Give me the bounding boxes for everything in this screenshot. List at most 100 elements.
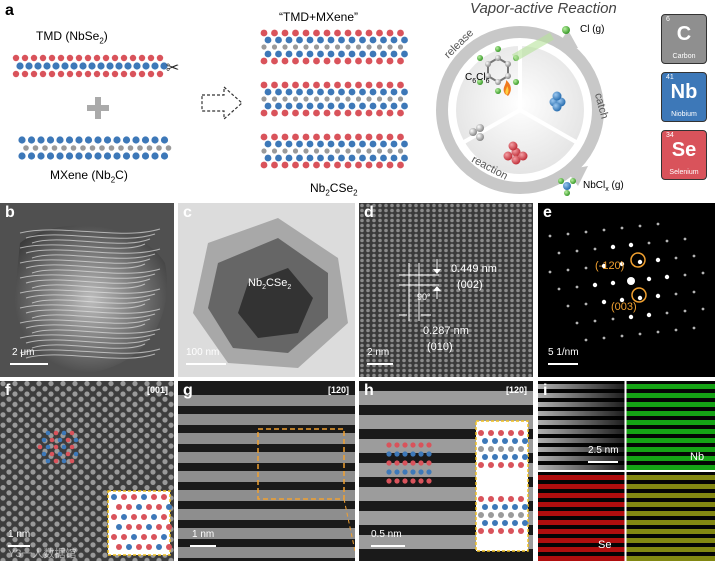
zone-axis: [001] (146, 385, 168, 395)
c-atom (61, 145, 67, 151)
se-atom (147, 54, 155, 62)
inset-atom (512, 520, 518, 526)
stack-atom (344, 133, 352, 141)
overlay-atom (61, 458, 67, 464)
nb-atom (122, 136, 131, 144)
overlay-atom (418, 442, 424, 448)
stack-atom (355, 29, 362, 37)
overlay-atom (386, 460, 392, 466)
inset-atom (121, 514, 127, 520)
inset-atom (161, 514, 167, 520)
diffraction-spot (575, 321, 579, 325)
overlay-atom (394, 442, 400, 448)
map-stripe (626, 447, 715, 452)
stack-atom (376, 81, 383, 89)
se-atom (75, 70, 83, 78)
scale-bar (371, 545, 405, 547)
diffraction-spot (655, 293, 661, 299)
se-atom (120, 70, 128, 78)
diffraction-spot (665, 239, 669, 243)
inset-atom (492, 504, 498, 510)
overlay-atom (45, 430, 51, 436)
scale-bar (588, 461, 618, 463)
tmd-label: TMD (NbSe2) (36, 29, 108, 46)
stack-atom (365, 109, 373, 117)
stack-atom (260, 29, 268, 37)
diffraction-spot (627, 277, 635, 285)
nb-atom (61, 62, 69, 70)
stack-atom (285, 88, 293, 96)
panel-a: a TMD (NbSe2) ✂ MXene (Nb2C) “TMD+MXene”… (0, 0, 715, 203)
inset-atom (126, 524, 132, 530)
stack-atom (271, 44, 278, 50)
map-stripe (626, 438, 715, 443)
scale-bar (367, 363, 393, 365)
element-tile-niobium: 41 Nb Niobium (661, 72, 707, 122)
diffraction-spot (592, 282, 598, 288)
product-label: Nb2CSe2 (310, 181, 358, 198)
diffraction-spot (620, 334, 624, 338)
stack-atom (285, 50, 293, 58)
se-atom (102, 70, 110, 78)
panel-c-label: c (183, 204, 192, 221)
stack-atom (338, 154, 345, 162)
stack-atom (344, 81, 352, 89)
nb-atom (34, 62, 42, 70)
stack-atom (324, 96, 330, 102)
diffraction-spot (601, 263, 607, 269)
nb-atom (141, 152, 150, 160)
se-atom (138, 70, 146, 78)
overlay-atom (53, 444, 59, 450)
stack-atom (302, 109, 310, 117)
stack-atom (271, 161, 278, 169)
stack-atom (302, 161, 310, 169)
se-atom (156, 70, 164, 78)
map-stripe (626, 384, 715, 389)
inset-atom (512, 504, 518, 510)
scale-bar-label: 0.5 nm (371, 529, 402, 540)
inset-atom (116, 544, 122, 550)
stack-atom (348, 50, 356, 58)
stack-atom (303, 44, 309, 50)
nb-atom (103, 152, 112, 160)
stack-atom (338, 50, 345, 58)
overlay-atom (57, 437, 63, 443)
inset-atom (478, 512, 484, 518)
diffraction-spot (665, 311, 669, 315)
diffraction-spot (628, 242, 634, 248)
stack-atom (345, 148, 351, 154)
stack-atom (376, 29, 383, 37)
stack-atom (296, 140, 303, 148)
c6cl6-label: C6Cl6 (465, 72, 490, 85)
nb-atom (94, 136, 102, 144)
map-stripe (538, 538, 627, 543)
sem-layer (31, 298, 151, 304)
stack-atom (355, 161, 362, 169)
diffraction-spot (656, 222, 660, 226)
stack-atom (365, 57, 373, 65)
diffraction-spot (619, 261, 625, 267)
c-atom (156, 145, 162, 151)
scale-bar-label: 5 1/nm (548, 347, 579, 358)
diffraction-spot (566, 232, 570, 236)
stack-atom (344, 29, 352, 37)
nb-atom (56, 136, 64, 144)
lattice-stripe (178, 414, 355, 425)
inset-atom (488, 462, 494, 468)
stack-atom (296, 50, 303, 58)
stack-atom (302, 133, 310, 141)
plus-icon (87, 97, 109, 119)
inset-atom (126, 504, 132, 510)
overlay-atom (69, 458, 75, 464)
diffraction-spot (584, 338, 588, 342)
stack-atom (302, 57, 310, 65)
stack-atom (317, 50, 324, 58)
stack-atom (306, 36, 314, 44)
nbclx-label: NbClx (g) (583, 180, 624, 193)
stack-atom (359, 140, 366, 148)
stack-atom (355, 57, 362, 65)
lattice-stripe (178, 490, 355, 501)
stack-atom (327, 154, 335, 162)
atomic-number: 6 (666, 16, 670, 23)
inset-atom (492, 520, 498, 526)
